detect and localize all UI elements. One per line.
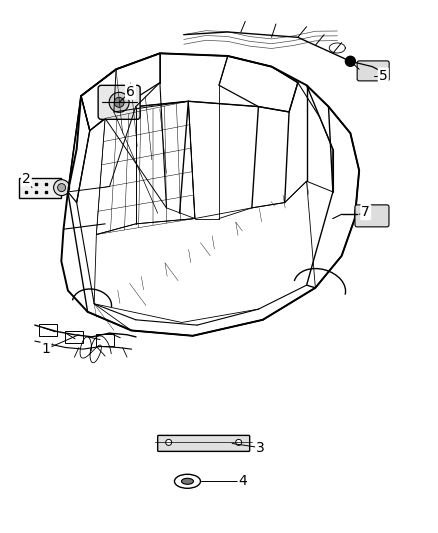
FancyBboxPatch shape (98, 85, 140, 119)
FancyBboxPatch shape (355, 205, 389, 227)
FancyBboxPatch shape (39, 325, 57, 336)
Text: 5: 5 (379, 69, 388, 83)
Text: 6: 6 (126, 85, 135, 99)
Circle shape (346, 56, 355, 66)
Text: 2: 2 (22, 172, 31, 185)
FancyBboxPatch shape (357, 61, 389, 81)
Text: 1: 1 (42, 342, 50, 356)
Circle shape (53, 180, 70, 196)
FancyBboxPatch shape (96, 334, 114, 346)
Ellipse shape (174, 474, 201, 488)
Circle shape (114, 98, 124, 107)
Text: 4: 4 (239, 474, 247, 488)
Text: 3: 3 (256, 441, 265, 455)
FancyBboxPatch shape (18, 177, 60, 198)
FancyBboxPatch shape (158, 435, 250, 451)
Circle shape (166, 439, 172, 446)
Text: 7: 7 (361, 205, 370, 219)
Circle shape (236, 439, 242, 446)
Circle shape (58, 183, 66, 192)
Circle shape (109, 92, 129, 112)
FancyBboxPatch shape (65, 331, 84, 343)
Ellipse shape (181, 478, 194, 484)
